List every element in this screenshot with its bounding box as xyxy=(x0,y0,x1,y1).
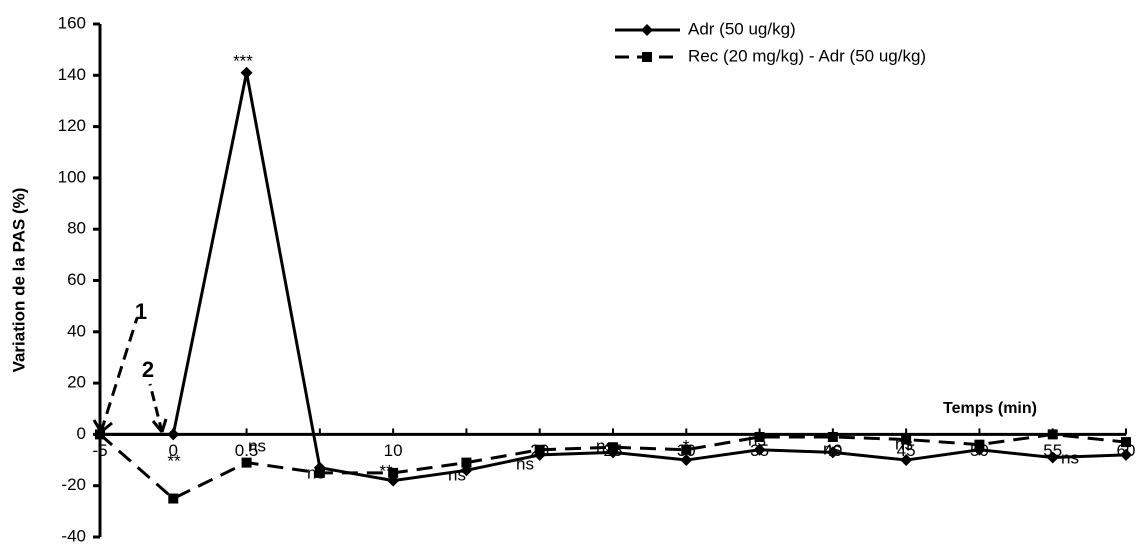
point xyxy=(240,66,253,79)
point xyxy=(241,457,252,468)
x-tick-label: 10 xyxy=(384,441,403,460)
point xyxy=(754,431,765,442)
x-tick-label: 0.5 xyxy=(235,441,259,460)
y-tick-label: 0 xyxy=(77,424,86,443)
y-tick-label: 20 xyxy=(67,373,86,392)
y-axis-title: Variation de la PAS (%) xyxy=(9,188,28,373)
annotation: ** xyxy=(167,451,181,470)
point xyxy=(1047,429,1058,440)
annotation: 1 xyxy=(135,299,147,324)
x-tick-label: -5 xyxy=(92,441,107,460)
y-tick-label: 80 xyxy=(67,219,86,238)
point xyxy=(826,446,839,459)
y-tick-label: 120 xyxy=(58,116,86,135)
point xyxy=(168,493,179,504)
annotation: ** xyxy=(379,461,393,480)
point xyxy=(1120,448,1132,461)
annotation: *** xyxy=(233,51,253,70)
legend-marker xyxy=(641,24,653,36)
x-tick-label: 55 xyxy=(1043,441,1062,460)
y-tick-label: -40 xyxy=(61,526,86,544)
point xyxy=(1046,451,1059,464)
injection-arrows xyxy=(92,317,168,434)
point xyxy=(680,454,693,467)
point xyxy=(1121,437,1131,448)
x-tick-label: 45 xyxy=(897,441,916,460)
annotation: ns xyxy=(1061,448,1079,467)
annotation: ns xyxy=(307,463,325,482)
annotation: ns xyxy=(248,436,266,455)
point xyxy=(827,431,838,442)
annotation: ns xyxy=(895,434,913,453)
point xyxy=(167,428,180,441)
annotation: ns xyxy=(596,436,614,455)
series-line xyxy=(99,432,1127,501)
y-tick-label: 160 xyxy=(58,13,86,32)
annotation: ns xyxy=(516,454,534,473)
point xyxy=(974,439,985,450)
point xyxy=(314,467,325,478)
y-tick-label: -20 xyxy=(61,475,86,494)
point xyxy=(534,444,545,455)
annotation: 2 xyxy=(142,357,154,382)
point xyxy=(900,454,913,467)
annotation: ns xyxy=(448,465,466,484)
legend-label: Adr (50 ug/kg) xyxy=(688,19,796,38)
point xyxy=(608,442,618,453)
annotation: * xyxy=(683,436,690,455)
annotation: ns xyxy=(748,430,766,449)
legend-label: Rec (20 mg/kg) - Adr (50 ug/kg) xyxy=(688,46,926,65)
y-tick-label: 100 xyxy=(58,167,86,186)
y-tick-label: 60 xyxy=(67,270,86,289)
point xyxy=(95,429,105,440)
x-axis-title: Temps (min) xyxy=(943,400,1037,417)
point xyxy=(753,443,766,456)
point xyxy=(388,467,399,478)
point xyxy=(901,434,912,445)
legend-marker xyxy=(642,52,652,62)
series-line xyxy=(100,72,1127,483)
x-tick-label: 0 xyxy=(169,441,178,460)
annotation: ns xyxy=(823,439,841,458)
point xyxy=(461,457,472,468)
point xyxy=(681,444,692,455)
y-tick-label: 40 xyxy=(67,321,86,340)
y-tick-label: 140 xyxy=(58,65,86,84)
